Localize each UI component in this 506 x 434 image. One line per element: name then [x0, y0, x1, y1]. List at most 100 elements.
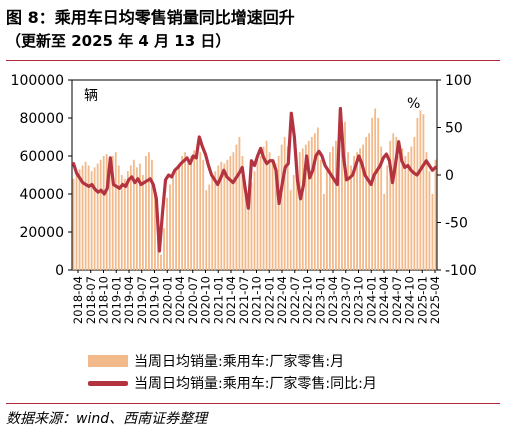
bar-66	[271, 159, 274, 270]
x-tick-label-16: 2022-04	[275, 276, 289, 324]
x-tick-label-25: 2024-07	[390, 276, 404, 324]
x-tick-label-27: 2025-01	[415, 276, 429, 324]
bar-82	[319, 159, 322, 270]
bar-72	[289, 190, 292, 270]
bar-84	[325, 171, 328, 270]
bar-27	[154, 194, 156, 270]
bar-77	[304, 144, 307, 270]
bar-25	[148, 152, 150, 270]
bar-38	[187, 159, 190, 270]
left-tick-label-5: 100000	[11, 73, 64, 89]
bar-91	[347, 152, 349, 270]
chart-title: 图 8：乘用车日均零售销量同比增速回升	[6, 8, 295, 27]
x-tick-label-23: 2024-01	[364, 276, 378, 324]
bar-115	[419, 110, 422, 271]
bar-83	[322, 194, 325, 270]
x-tick-label-4: 2019-04	[122, 276, 136, 324]
bar-37	[184, 152, 187, 270]
bar-105	[389, 140, 392, 270]
bar-98	[368, 133, 371, 270]
bar-0	[72, 178, 75, 270]
bar-55	[238, 137, 241, 270]
bar-92	[350, 165, 352, 270]
legend-label-line: 当周日均销量:乘用车:厂家零售:同比:月	[134, 376, 377, 392]
bar-59	[250, 182, 253, 270]
bar-99	[371, 118, 374, 270]
bar-42	[199, 152, 202, 270]
bar-69	[280, 144, 283, 270]
bar-85	[329, 152, 331, 270]
x-tick-label-5: 2019-07	[135, 276, 149, 324]
bar-3	[81, 165, 84, 270]
bar-1	[75, 175, 78, 270]
bar-52	[229, 156, 232, 270]
bottom-rule	[6, 403, 500, 404]
left-tick-label-0: 0	[55, 263, 64, 279]
bar-110	[404, 156, 407, 270]
bar-64	[265, 140, 268, 270]
x-tick-label-7: 2020-01	[160, 276, 174, 324]
bar-23	[141, 175, 144, 270]
legend-item-line: 当周日均销量:乘用车:厂家零售:同比:月	[88, 372, 377, 394]
x-tick-label-22: 2023-10	[352, 276, 366, 324]
left-axis-unit: 辆	[84, 88, 98, 104]
bar-109	[401, 148, 404, 270]
x-tick-label-19: 2023-01	[313, 276, 327, 324]
bar-108	[398, 156, 401, 270]
bar-5	[87, 165, 90, 270]
bar-4	[84, 161, 87, 270]
bar-22	[138, 163, 141, 270]
bar-6	[90, 171, 93, 270]
bar-111	[407, 152, 410, 270]
source-note: 数据来源：wind、西南证券整理	[6, 411, 208, 427]
x-tick-label-18: 2022-10	[301, 276, 315, 324]
right-tick-label-1: -50	[445, 216, 468, 232]
left-tick-label-4: 80000	[19, 111, 64, 127]
legend-item-bar: 当周日均销量:乘用车:厂家零售:月	[88, 350, 377, 372]
x-tick-label-3: 2019-01	[109, 276, 123, 324]
x-tick-label-14: 2021-10	[250, 276, 264, 324]
left-tick-label-1: 20000	[19, 225, 64, 241]
bar-2	[78, 169, 81, 270]
top-rule	[6, 60, 500, 61]
bar-75	[298, 152, 301, 270]
legend: 当周日均销量:乘用车:厂家零售:月 当周日均销量:乘用车:厂家零售:同比:月	[88, 350, 377, 394]
bar-51	[226, 159, 229, 270]
bar-41	[196, 144, 199, 270]
x-tick-label-13: 2021-07	[237, 276, 251, 324]
bar-35	[178, 165, 180, 270]
bar-63	[262, 146, 265, 270]
bar-29	[160, 254, 162, 270]
legend-swatch-bar	[88, 355, 128, 367]
bar-61	[256, 159, 259, 270]
bar-31	[166, 197, 168, 270]
bar-19	[129, 165, 132, 270]
bar-36	[181, 156, 184, 270]
bar-106	[392, 133, 395, 270]
bar-71	[286, 146, 289, 270]
bar-119	[431, 194, 434, 270]
bar-53	[232, 152, 235, 270]
x-tick-label-17: 2022-07	[288, 276, 302, 324]
bar-102	[380, 146, 383, 270]
x-tick-label-12: 2021-04	[224, 276, 238, 324]
bar-88	[338, 137, 340, 270]
x-tick-label-11: 2021-01	[211, 276, 225, 324]
bar-62	[259, 156, 262, 270]
bar-86	[332, 146, 334, 270]
bar-54	[235, 144, 238, 270]
bar-10	[102, 156, 105, 270]
bar-15	[117, 165, 120, 270]
bar-107	[395, 137, 398, 270]
bar-103	[383, 194, 386, 270]
bar-30	[163, 228, 165, 270]
bar-8	[96, 163, 99, 270]
x-tick-label-0: 2018-04	[71, 276, 85, 324]
x-tick-label-20: 2023-04	[326, 276, 340, 324]
bar-95	[359, 148, 361, 270]
x-tick-label-10: 2020-10	[199, 276, 213, 324]
x-tick-label-28: 2025-04	[428, 276, 442, 324]
bar-26	[151, 159, 153, 270]
bar-44	[205, 190, 208, 270]
bar-43	[202, 159, 205, 270]
